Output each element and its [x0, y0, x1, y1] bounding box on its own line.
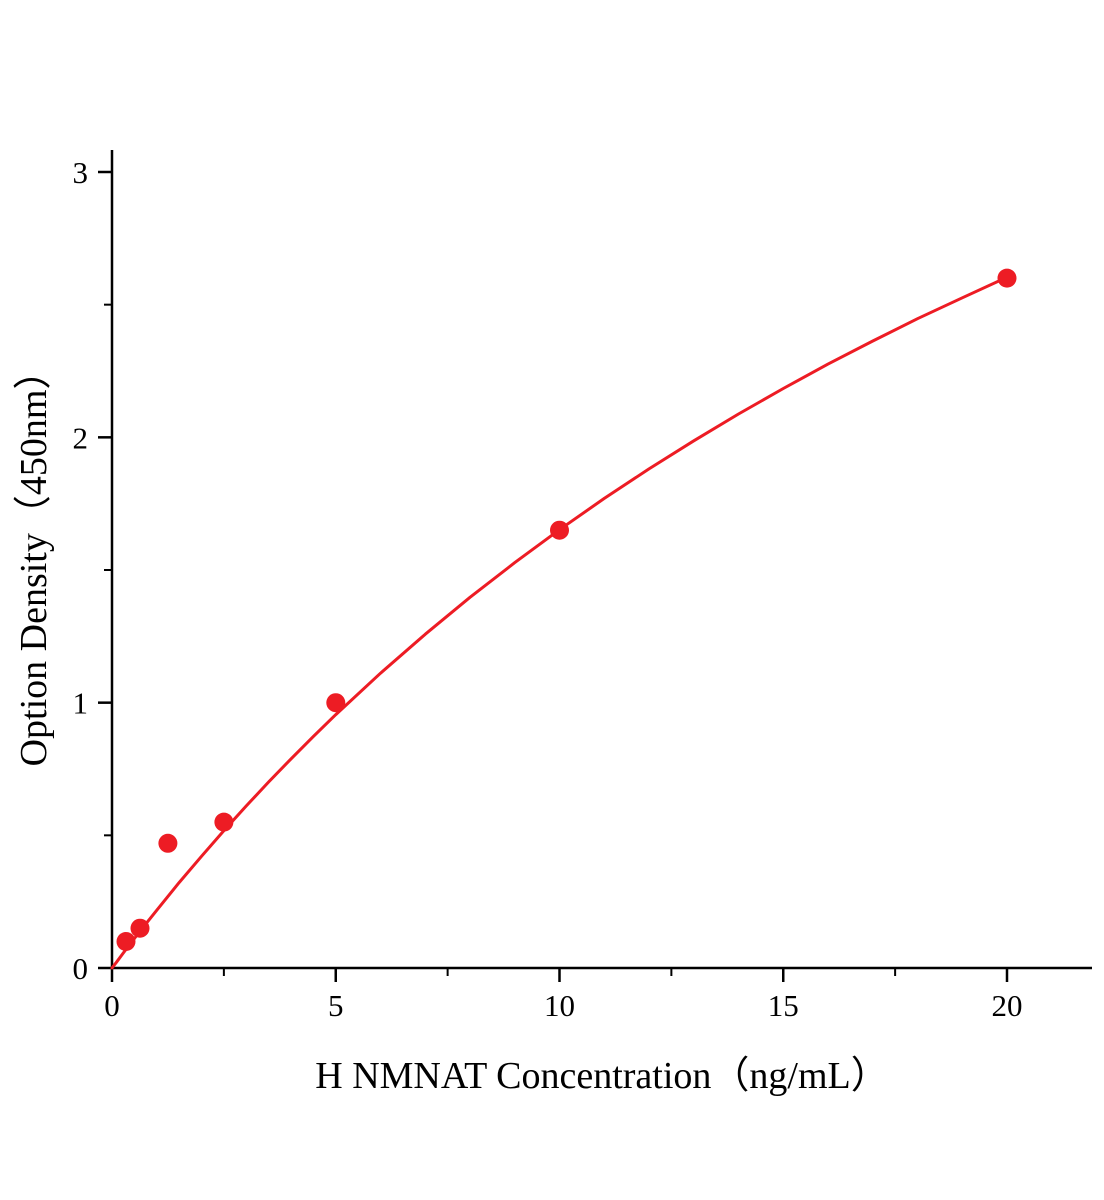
y-tick-label: 1 [73, 686, 89, 721]
data-point [130, 918, 150, 938]
data-point [158, 833, 178, 853]
x-tick-label: 15 [768, 988, 799, 1023]
y-axis-label: Option Density（450nm） [13, 352, 55, 767]
data-point [116, 932, 136, 951]
data-point [997, 268, 1017, 288]
x-tick-label: 5 [328, 988, 344, 1023]
x-tick-label: 10 [544, 988, 575, 1023]
x-tick-label: 0 [104, 988, 120, 1023]
x-tick-label: 20 [992, 988, 1023, 1023]
plot-area: 0 5 10 15 20 0 1 2 3 [73, 150, 1092, 1023]
data-point [550, 520, 569, 540]
data-point [214, 812, 234, 832]
y-tick-label: 2 [73, 420, 89, 455]
y-tick-label: 3 [73, 155, 89, 190]
x-axis-label: H NMNAT Concentration（ng/mL） [315, 1055, 888, 1097]
fit-curve [110, 275, 1009, 970]
data-point [326, 693, 346, 713]
y-tick-label: 0 [73, 951, 89, 986]
